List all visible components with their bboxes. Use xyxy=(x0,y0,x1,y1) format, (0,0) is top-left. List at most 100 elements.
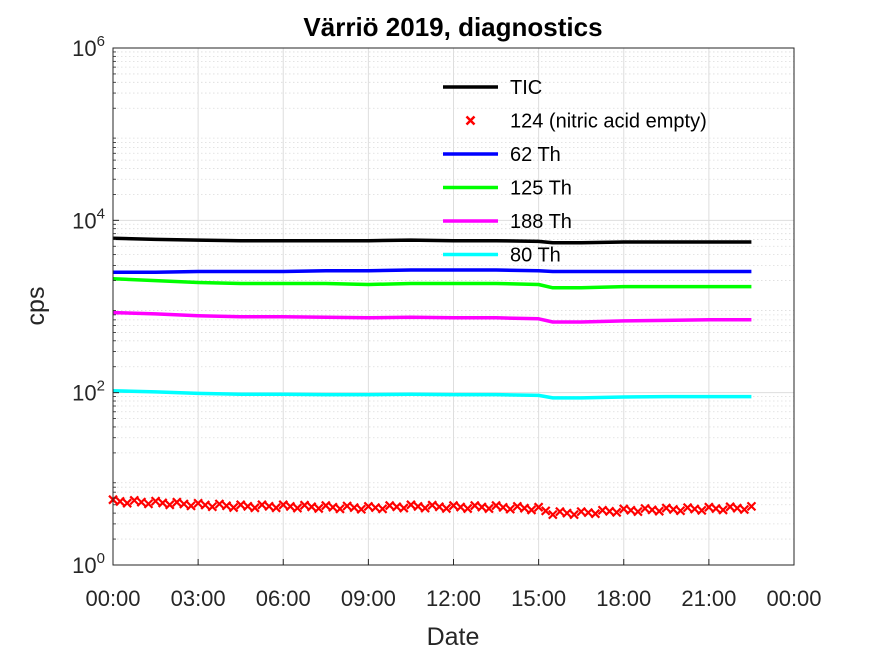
x-tick-label: 12:00 xyxy=(426,586,481,611)
series-marker xyxy=(597,505,608,516)
legend-label: 125 Th xyxy=(510,178,572,200)
series-marker xyxy=(271,503,281,513)
series-marker xyxy=(399,503,409,513)
series-marker xyxy=(562,508,572,518)
series-marker xyxy=(555,506,565,517)
series-marker xyxy=(257,500,267,510)
series-marker xyxy=(633,506,643,517)
series-marker xyxy=(235,500,246,510)
legend-swatch xyxy=(465,115,476,126)
x-tick-label: 06:00 xyxy=(256,586,311,611)
x-tick-label: 18:00 xyxy=(596,586,651,611)
series-marker xyxy=(682,502,693,513)
series-marker xyxy=(391,502,402,512)
series-line xyxy=(113,268,752,274)
series-marker xyxy=(618,504,629,514)
legend-label: 80 Th xyxy=(510,245,561,267)
series-marker xyxy=(420,503,430,513)
legend-label: 188 Th xyxy=(510,211,572,233)
series-marker xyxy=(590,508,601,519)
series-marker xyxy=(718,505,728,515)
series-marker xyxy=(746,501,757,512)
y-axis-label: cps xyxy=(22,287,50,326)
series-marker xyxy=(406,500,416,510)
series-1 xyxy=(108,494,757,520)
x-tick-label: 00:00 xyxy=(85,586,140,611)
series-marker xyxy=(661,503,672,513)
series-marker xyxy=(143,499,154,509)
series-marker xyxy=(335,504,345,514)
series-marker xyxy=(583,507,594,518)
series-marker xyxy=(484,503,494,514)
series-marker xyxy=(611,507,622,518)
series-marker xyxy=(285,501,296,512)
series-marker xyxy=(470,500,480,511)
y-tick-exponent: 2 xyxy=(97,378,105,395)
series-marker xyxy=(299,500,310,510)
series-2 xyxy=(113,268,752,274)
series-marker xyxy=(526,505,537,515)
series-marker xyxy=(377,504,388,514)
series-marker xyxy=(505,504,516,514)
series-marker xyxy=(654,506,664,516)
series-marker xyxy=(321,500,331,511)
series-marker xyxy=(264,501,274,512)
series-marker xyxy=(193,498,203,509)
series-marker xyxy=(214,499,225,509)
series-marker xyxy=(519,503,530,513)
series-marker xyxy=(172,497,182,507)
series-marker xyxy=(569,509,579,520)
legend: TIC 124 (nitric acid empty) 62 Th 125 Th 188… xyxy=(443,77,707,267)
series-marker xyxy=(732,503,743,513)
series-marker xyxy=(441,503,452,514)
series-marker xyxy=(675,505,686,516)
series-layer xyxy=(108,236,757,520)
series-5 xyxy=(112,389,752,400)
series-marker xyxy=(413,501,423,512)
series-marker xyxy=(328,502,338,512)
series-marker xyxy=(292,503,303,513)
series-0 xyxy=(112,236,752,245)
x-axis-label: Date xyxy=(427,623,480,651)
series-line xyxy=(112,236,752,245)
x-tick-label: 21:00 xyxy=(681,586,736,611)
series-marker xyxy=(363,501,374,512)
series-line xyxy=(112,276,752,290)
series-3 xyxy=(112,276,752,290)
series-marker xyxy=(491,500,501,511)
y-tick-label: 102 xyxy=(72,378,105,406)
series-marker xyxy=(626,505,636,516)
chart-title: Värriö 2019, diagnostics xyxy=(303,12,602,42)
series-line xyxy=(112,310,752,324)
series-marker xyxy=(711,503,721,514)
series-marker xyxy=(306,502,317,512)
series-marker xyxy=(540,506,551,516)
series-marker xyxy=(498,502,508,513)
x-tick-label: 00:00 xyxy=(766,586,821,611)
series-marker xyxy=(157,498,168,508)
series-line xyxy=(112,389,752,400)
series-marker xyxy=(697,505,707,516)
series-marker xyxy=(427,500,437,510)
x-tick-label: 15:00 xyxy=(511,586,566,611)
series-marker xyxy=(448,500,459,511)
series-marker xyxy=(342,501,352,511)
series-marker xyxy=(150,496,161,506)
series-marker xyxy=(179,499,189,509)
series-marker xyxy=(576,506,586,517)
legend-label: 124 (nitric acid empty) xyxy=(510,111,707,133)
series-marker xyxy=(164,500,175,510)
series-marker xyxy=(548,509,558,520)
series-marker xyxy=(370,502,381,513)
series-marker xyxy=(604,506,615,517)
x-tick-label: 09:00 xyxy=(341,586,396,611)
series-marker xyxy=(512,501,523,512)
series-marker xyxy=(640,503,650,514)
series-marker xyxy=(689,504,700,514)
series-marker xyxy=(533,502,544,512)
series-marker xyxy=(207,501,218,512)
series-marker xyxy=(313,503,324,514)
series-marker xyxy=(278,500,289,510)
y-tick-exponent: 4 xyxy=(97,205,105,222)
